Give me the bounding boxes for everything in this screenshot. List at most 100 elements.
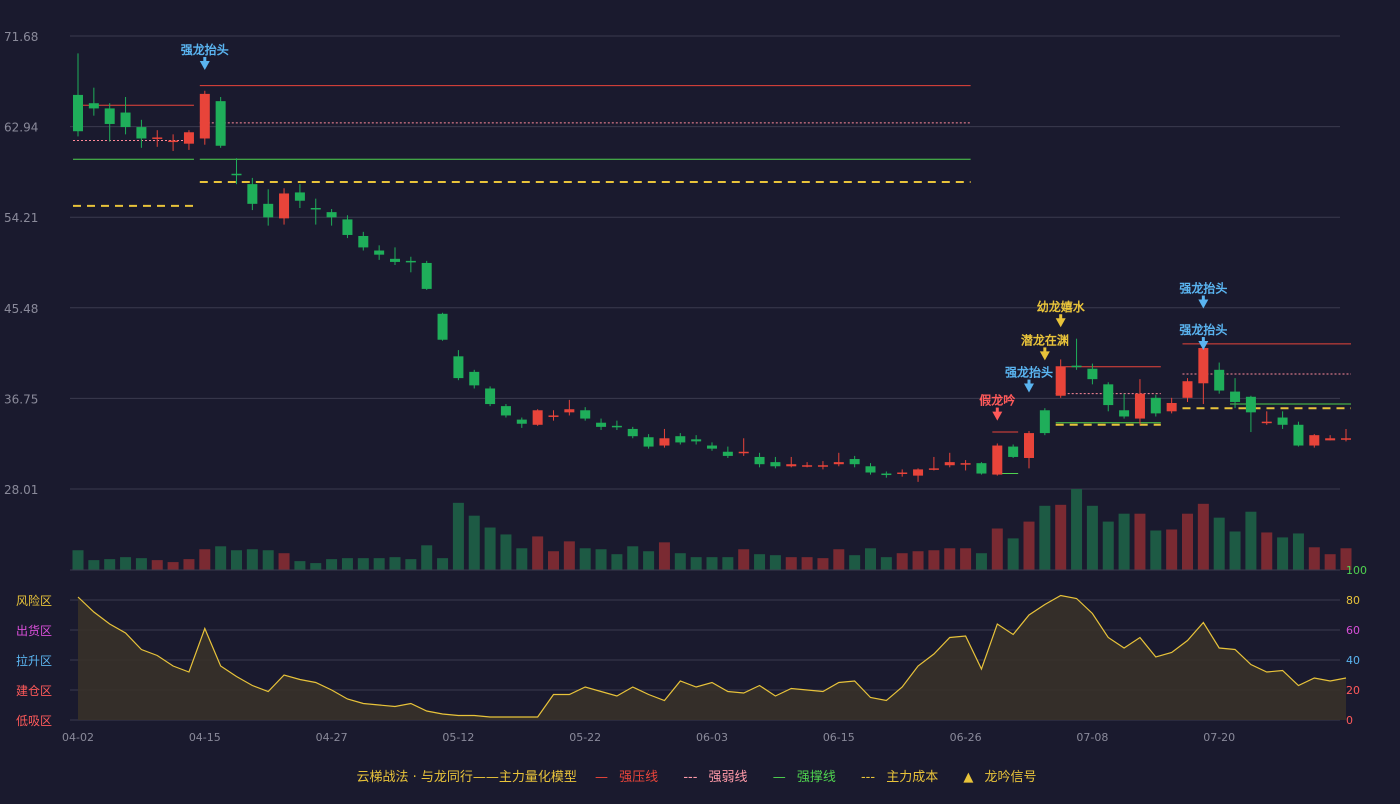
candle-body xyxy=(183,132,194,144)
volume-bar xyxy=(674,553,686,570)
volume-bar xyxy=(722,557,734,570)
signal-label: 假龙吟 xyxy=(979,393,1015,408)
signal-arrow-icon xyxy=(992,411,1003,421)
candle-body xyxy=(627,428,638,437)
candle-body xyxy=(675,436,686,443)
volume-bar xyxy=(389,557,401,570)
price-tick-label: 45.48 xyxy=(4,302,38,316)
candle-body xyxy=(1182,381,1193,398)
volume-bar xyxy=(183,559,195,570)
candle-body xyxy=(611,425,622,428)
volume-bar xyxy=(611,554,623,570)
volume-bar xyxy=(991,528,1003,570)
legend-item-cost[interactable]: --- 主力成本 xyxy=(860,770,939,785)
candle-body xyxy=(73,94,83,132)
candle-body xyxy=(1261,421,1272,424)
candle-body xyxy=(231,173,242,176)
volume-bar xyxy=(500,534,512,570)
date-tick-label: 06-03 xyxy=(696,731,728,744)
volume-bar xyxy=(849,555,861,570)
volume-bar xyxy=(199,549,211,570)
candle-body xyxy=(738,451,749,454)
candle-body xyxy=(865,466,876,473)
volume-bar xyxy=(658,542,670,570)
candle-body xyxy=(152,137,163,139)
candle-body xyxy=(421,262,432,289)
signal-arrow-icon xyxy=(1198,299,1209,309)
candle-body xyxy=(168,140,179,143)
signal-arrow-icon xyxy=(1055,318,1066,328)
volume-bar xyxy=(1277,537,1289,570)
volume-bar xyxy=(373,558,385,570)
volume-bar xyxy=(167,562,179,570)
volume-bar xyxy=(104,559,116,570)
volume-bar xyxy=(880,557,892,570)
candle-body xyxy=(754,456,765,465)
candle-body xyxy=(453,356,464,379)
price-tick-label: 36.75 xyxy=(4,392,38,406)
volume-bar xyxy=(785,557,797,570)
signal-label: 幼龙嬉水 xyxy=(1037,299,1086,314)
candle-body xyxy=(390,258,400,262)
volume-bar xyxy=(421,545,433,570)
legend-label-support: 强撑线 xyxy=(796,770,836,785)
volume-bar xyxy=(437,558,449,570)
volume-bar xyxy=(1118,513,1130,570)
volume-bar xyxy=(960,548,972,570)
candle-body xyxy=(1341,438,1351,440)
volume-bar xyxy=(246,549,258,570)
candle-body xyxy=(897,472,908,475)
date-tick-label: 07-20 xyxy=(1203,731,1235,744)
volume-bar xyxy=(278,553,290,570)
candle-body xyxy=(1134,393,1145,419)
candle-body xyxy=(294,192,305,201)
candle-body xyxy=(770,462,781,467)
candle-body xyxy=(928,468,939,470)
candle-body xyxy=(1150,397,1161,414)
signal-arrow-icon xyxy=(1198,341,1209,351)
signal-arrow-icon xyxy=(1039,351,1050,361)
volume-bar xyxy=(769,555,781,570)
volume-bar xyxy=(326,559,338,570)
volume-bar xyxy=(484,527,496,570)
candle-body xyxy=(104,108,115,124)
volume-bar xyxy=(452,502,464,570)
candle-body xyxy=(310,207,321,210)
heat-zone-label: 风险区 xyxy=(16,593,52,608)
volume-bar xyxy=(754,554,766,570)
candle-body xyxy=(1119,410,1130,417)
legend-item-press[interactable]: — 强压线 xyxy=(595,770,659,785)
date-tick-label: 04-27 xyxy=(316,731,348,744)
heat-zone-label: 低吸区 xyxy=(16,714,52,728)
candle-body xyxy=(564,409,575,413)
volume-bar xyxy=(738,549,750,570)
volume-bar xyxy=(579,548,591,570)
candle-body xyxy=(516,419,527,424)
volume-bar xyxy=(1324,554,1336,570)
volume-bar xyxy=(1292,533,1304,570)
legend-label-press: 强压线 xyxy=(619,770,659,785)
volume-bar xyxy=(1197,503,1209,570)
volume-bar xyxy=(72,550,84,570)
volume-bar xyxy=(135,558,147,570)
date-tick-label: 06-26 xyxy=(950,731,982,744)
legend-item-signal[interactable]: ▲ 龙吟信号 xyxy=(963,770,1037,785)
legend-item-support[interactable]: — 强撑线 xyxy=(772,770,836,785)
heat-tick-label: 20 xyxy=(1346,684,1360,697)
volume-bar xyxy=(294,561,306,570)
legend-item-weak[interactable]: --- 强弱线 xyxy=(683,770,748,785)
candle-body xyxy=(976,463,987,474)
candle-body xyxy=(659,438,670,446)
volume-bar xyxy=(1102,521,1114,570)
candle-body xyxy=(707,445,717,449)
candle-body xyxy=(469,371,480,386)
volume-bar xyxy=(1308,547,1320,570)
candle-body xyxy=(944,462,955,466)
heat-zone-label: 出货区 xyxy=(16,623,52,638)
candle-body xyxy=(849,459,860,465)
volume-bar xyxy=(1182,513,1193,570)
candle-body xyxy=(833,462,844,465)
candle-body xyxy=(1214,369,1225,391)
signal-arrow-icon xyxy=(199,60,210,70)
candle-body xyxy=(1087,368,1098,380)
